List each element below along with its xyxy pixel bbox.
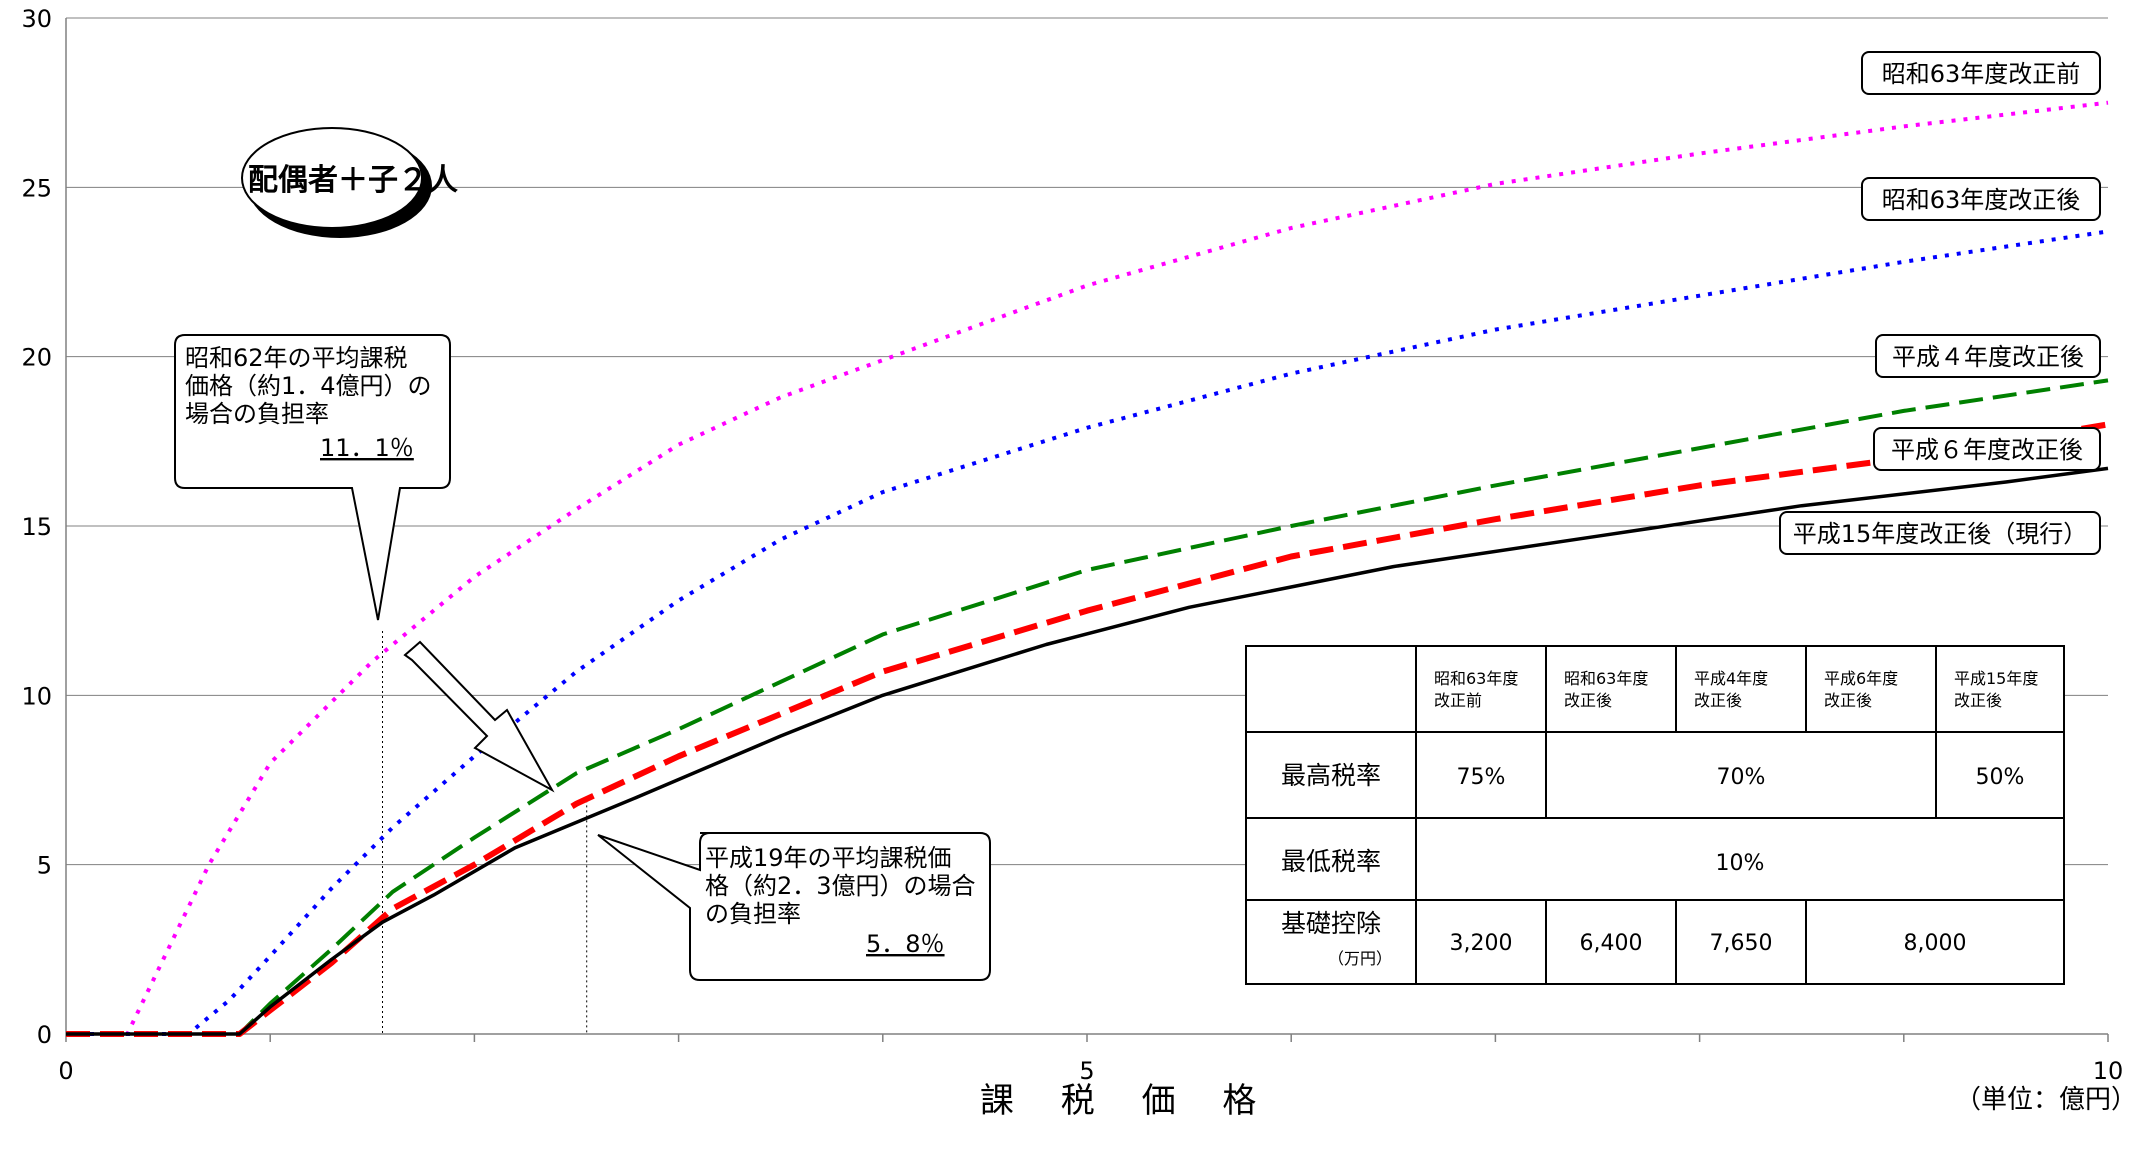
y-tick-label: 15 bbox=[21, 513, 52, 541]
y-tick-label: 5 bbox=[37, 852, 52, 880]
series-label-box-2 bbox=[1875, 334, 2101, 378]
callout-1987-line1: 昭和62年の平均課税 bbox=[185, 344, 408, 372]
series-label-box-1 bbox=[1861, 177, 2101, 221]
y-tick-label: 0 bbox=[37, 1021, 52, 1049]
table-header-2: 改正後 bbox=[1694, 691, 1742, 710]
cell-max-rate: 70% bbox=[1717, 765, 1766, 790]
tax-rate-table: 昭和63年度改正前昭和63年度改正後平成4年度改正後平成6年度改正後平成15年度… bbox=[1245, 645, 2065, 985]
row-sublabel-unit: （万円） bbox=[1328, 949, 1392, 968]
household-badge: 配偶者＋子２人 bbox=[241, 127, 458, 238]
series-line-2 bbox=[66, 378, 2109, 1036]
series-label-0: 昭和63年度改正前 bbox=[1882, 60, 2081, 88]
cell-deduction: 8,000 bbox=[1904, 931, 1967, 956]
table-header-0: 改正前 bbox=[1434, 691, 1482, 710]
y-tick-label: 20 bbox=[21, 344, 52, 372]
series-label-4: 平成15年度改正後（現行） bbox=[1793, 520, 2088, 548]
series-label-3: 平成６年度改正後 bbox=[1891, 436, 2083, 464]
table-header-0: 昭和63年度 bbox=[1434, 669, 1518, 688]
row-label-min-rate: 最低税率 bbox=[1281, 847, 1381, 876]
row-label-max-rate: 最高税率 bbox=[1281, 761, 1381, 790]
series-label-2: 平成４年度改正後 bbox=[1892, 343, 2084, 371]
series-line-0 bbox=[66, 100, 2109, 1036]
callout-1987-value: 11．1％ bbox=[320, 434, 414, 462]
x-tick-label: 5 bbox=[1079, 1057, 1094, 1085]
y-tick-label: 25 bbox=[21, 174, 52, 202]
axes bbox=[65, 18, 2109, 1042]
cell-min-rate: 10% bbox=[1716, 851, 1765, 876]
series-lines bbox=[66, 100, 2109, 1037]
table-header-2: 平成4年度 bbox=[1694, 669, 1768, 688]
series-line-3 bbox=[66, 421, 2109, 1037]
series-label-box-4 bbox=[1779, 511, 2101, 555]
table-header-4: 平成15年度 bbox=[1954, 669, 2038, 688]
row-label-basic-deduction: 基礎控除 bbox=[1281, 909, 1381, 938]
badge-text: 配偶者＋子２人 bbox=[248, 163, 458, 198]
cell-max-rate: 50% bbox=[1976, 765, 2025, 790]
arrow-pointer bbox=[403, 640, 555, 793]
series-labels: 昭和63年度改正前昭和63年度改正後平成４年度改正後平成６年度改正後平成15年度… bbox=[1779, 51, 2101, 555]
x-tick-label: 0 bbox=[58, 1057, 73, 1085]
table-frame bbox=[1245, 645, 2065, 985]
table-header-1: 改正後 bbox=[1564, 691, 1612, 710]
callout-1987-line2: 価格（約1．4億円）の bbox=[185, 372, 432, 400]
table-header-3: 改正後 bbox=[1824, 691, 1872, 710]
series-label-1: 昭和63年度改正後 bbox=[1882, 186, 2081, 214]
y-tick-label: 10 bbox=[21, 682, 52, 710]
callout-1987-line3: 場合の負担率 bbox=[185, 400, 329, 428]
callout-1987: 昭和62年の平均課税 価格（約1．4億円）の 場合の負担率 11．1％ bbox=[174, 334, 451, 621]
series-label-box-3 bbox=[1873, 427, 2101, 471]
callout-2007-line1: 平成19年の平均課税価 bbox=[705, 844, 952, 872]
y-tick-label: 30 bbox=[21, 5, 52, 33]
callout-2007-value: 5．8％ bbox=[866, 930, 945, 958]
tick-labels: 0 5 10 15 20 25 30 0 5 10 bbox=[21, 5, 2123, 1085]
x-axis-title: 課 税 価 格 bbox=[980, 1081, 1274, 1121]
table-header-4: 改正後 bbox=[1954, 691, 2002, 710]
callout-2007: 平成19年の平均課税価 格（約2．3億円）の場合 の負担率 5．8％ bbox=[597, 832, 991, 981]
cell-deduction: 3,200 bbox=[1450, 931, 1513, 956]
cell-deduction: 7,650 bbox=[1710, 931, 1773, 956]
callout-2007-line3: の負担率 bbox=[705, 900, 801, 928]
cell-deduction: 6,400 bbox=[1580, 931, 1643, 956]
cell-max-rate: 75% bbox=[1457, 765, 1506, 790]
unit-note: （単位：億円） bbox=[1955, 1085, 2130, 1115]
series-label-box-0 bbox=[1861, 51, 2101, 95]
series-line-4 bbox=[66, 466, 2109, 1036]
table-header-1: 昭和63年度 bbox=[1564, 669, 1648, 688]
callout-2007-line2: 格（約2．3億円）の場合 bbox=[705, 872, 976, 900]
x-tick-label: 10 bbox=[2093, 1057, 2124, 1085]
table-header-3: 平成6年度 bbox=[1824, 669, 1898, 688]
